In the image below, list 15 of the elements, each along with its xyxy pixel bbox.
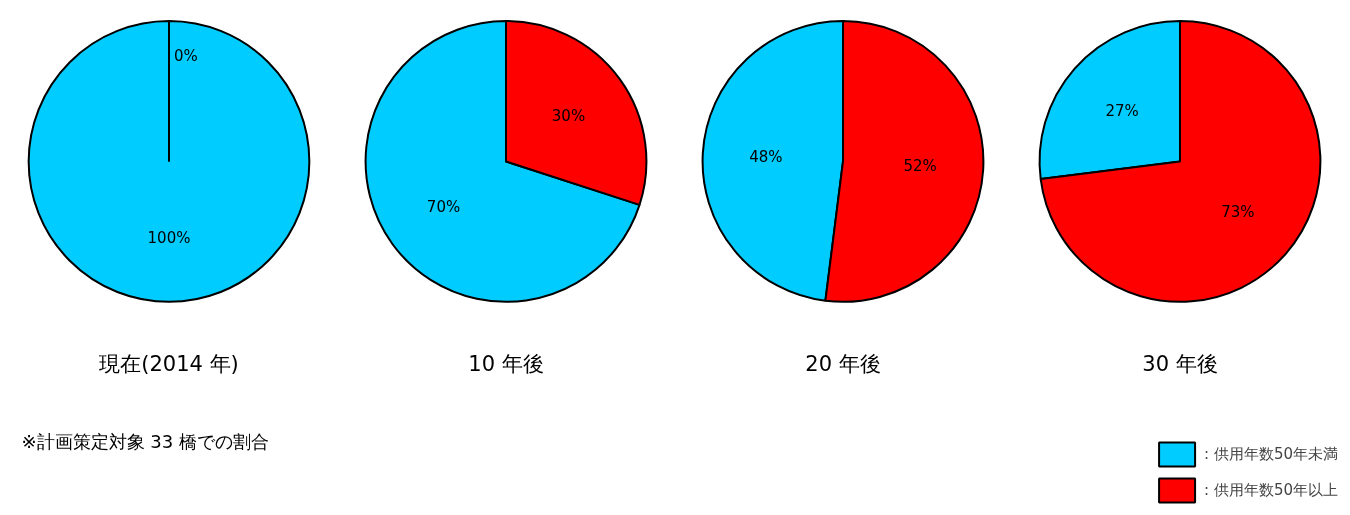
legend-label: : 供用年数50年未満 bbox=[1204, 444, 1338, 464]
text: 0% bbox=[173, 47, 198, 66]
data-label: 100% bbox=[147, 229, 191, 248]
data-label: 27% bbox=[1105, 101, 1139, 120]
data-label: 73% bbox=[1221, 203, 1255, 222]
data-label: 48% bbox=[749, 147, 783, 166]
legend-label: : 供用年数50年以上 bbox=[1204, 480, 1338, 500]
data-label: 52% bbox=[903, 157, 937, 176]
text: 現在(2014 年) bbox=[99, 352, 239, 377]
text: ※計画策定対象 33 橋での割合 bbox=[21, 430, 269, 452]
text: 10 年後 bbox=[468, 352, 544, 377]
text: 30 年後 bbox=[1142, 352, 1218, 377]
data-label: 30% bbox=[551, 107, 586, 126]
text: 20 年後 bbox=[805, 352, 881, 377]
data-label: 70% bbox=[426, 197, 461, 216]
